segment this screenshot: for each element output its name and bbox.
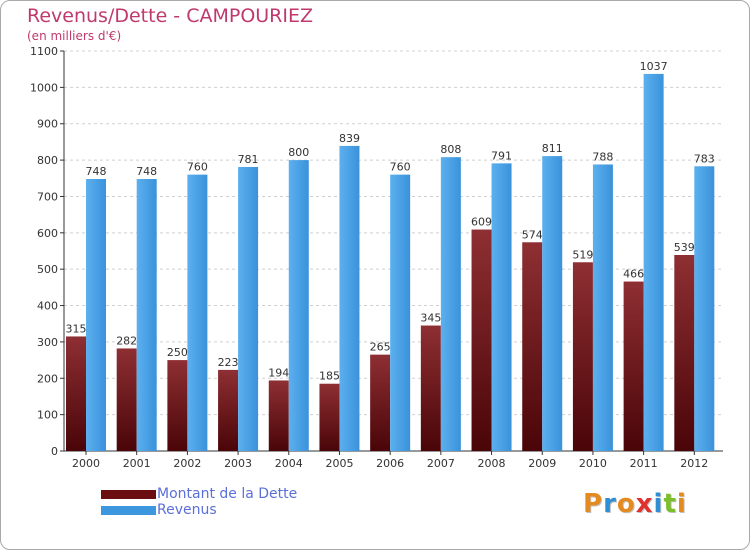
bar-dette bbox=[674, 255, 695, 451]
y-tick-label: 400 bbox=[37, 300, 58, 313]
logo-letter: r bbox=[603, 489, 617, 519]
bar-dette bbox=[167, 360, 188, 451]
legend-label-dette: Montant de la Dette bbox=[157, 486, 298, 502]
bar-revenus bbox=[238, 167, 259, 451]
bar-dette bbox=[218, 369, 239, 451]
chart-subtitle: (en milliers d'€) bbox=[27, 29, 122, 43]
data-label-dette: 282 bbox=[116, 334, 137, 347]
data-label-dette: 466 bbox=[623, 268, 644, 281]
data-label-revenus: 791 bbox=[491, 149, 512, 162]
x-tick-label: 2005 bbox=[325, 457, 353, 470]
logo-letter: o bbox=[616, 489, 636, 519]
data-label-dette: 265 bbox=[370, 341, 391, 354]
bar-revenus bbox=[288, 160, 309, 451]
bar-dette bbox=[116, 348, 137, 451]
data-label-dette: 315 bbox=[66, 322, 87, 335]
data-label-revenus: 808 bbox=[440, 143, 461, 156]
x-tick-label: 2001 bbox=[123, 457, 151, 470]
y-tick-label: 700 bbox=[37, 190, 58, 203]
legend-swatch-revenus bbox=[101, 506, 156, 515]
data-label-dette: 539 bbox=[674, 241, 695, 254]
data-label-dette: 345 bbox=[420, 312, 441, 325]
x-tick-label: 2003 bbox=[224, 457, 252, 470]
x-tick-label: 2006 bbox=[376, 457, 404, 470]
y-tick-label: 1000 bbox=[30, 81, 58, 94]
y-tick-label: 500 bbox=[37, 263, 58, 276]
bar-dette bbox=[572, 262, 593, 451]
bar-revenus bbox=[390, 174, 411, 452]
y-tick-label: 900 bbox=[37, 118, 58, 131]
x-tick-label: 2000 bbox=[72, 457, 100, 470]
bar-revenus bbox=[187, 174, 208, 452]
data-label-revenus: 748 bbox=[86, 165, 107, 178]
data-label-dette: 609 bbox=[471, 216, 492, 229]
y-tick-label: 1100 bbox=[30, 45, 58, 58]
x-tick-label: 2012 bbox=[680, 457, 708, 470]
x-tick-label: 2009 bbox=[528, 457, 556, 470]
bar-revenus bbox=[643, 73, 664, 451]
data-label-revenus: 788 bbox=[592, 150, 613, 163]
chart-title: Revenus/Dette - CAMPOURIEZ bbox=[27, 5, 314, 27]
data-label-revenus: 781 bbox=[238, 153, 259, 166]
bar-revenus bbox=[339, 145, 360, 451]
logo-letter: x bbox=[635, 489, 654, 519]
x-tick-label: 2004 bbox=[275, 457, 303, 470]
data-label-revenus: 760 bbox=[187, 161, 208, 174]
logo-letter: i bbox=[653, 489, 664, 519]
bar-revenus bbox=[440, 157, 461, 451]
data-label-revenus: 811 bbox=[542, 142, 563, 155]
legend-swatch-dette bbox=[101, 490, 156, 499]
data-label-revenus: 783 bbox=[694, 152, 715, 165]
y-tick-label: 300 bbox=[37, 336, 58, 349]
bar-dette bbox=[66, 336, 86, 451]
data-label-revenus: 1037 bbox=[640, 60, 668, 73]
y-tick-label: 0 bbox=[51, 445, 58, 458]
logo-letter: t bbox=[663, 489, 677, 519]
data-label-dette: 194 bbox=[268, 366, 289, 379]
bar-dette bbox=[623, 281, 644, 451]
data-label-revenus: 760 bbox=[390, 161, 411, 174]
data-label-dette: 574 bbox=[522, 228, 543, 241]
bar-dette bbox=[420, 325, 441, 451]
bar-dette bbox=[268, 380, 289, 451]
x-tick-label: 2007 bbox=[427, 457, 455, 470]
y-tick-label: 100 bbox=[37, 409, 58, 422]
bar-revenus bbox=[491, 163, 512, 451]
x-tick-label: 2008 bbox=[478, 457, 506, 470]
data-label-dette: 185 bbox=[319, 370, 340, 383]
bar-dette bbox=[522, 242, 543, 451]
legend-label-revenus: Revenus bbox=[157, 502, 217, 518]
x-tick-label: 2011 bbox=[630, 457, 658, 470]
data-label-revenus: 839 bbox=[339, 132, 360, 145]
bar-dette bbox=[319, 383, 340, 451]
data-label-revenus: 800 bbox=[288, 146, 309, 159]
data-label-revenus: 748 bbox=[136, 165, 157, 178]
y-tick-label: 800 bbox=[37, 154, 58, 167]
bar-revenus bbox=[592, 164, 613, 452]
bar-dette bbox=[370, 354, 391, 451]
bar-dette bbox=[471, 229, 492, 451]
data-label-dette: 223 bbox=[218, 356, 239, 369]
y-tick-label: 200 bbox=[37, 372, 58, 385]
data-label-dette: 519 bbox=[572, 248, 593, 261]
proxiti-logo: Proxiti bbox=[583, 489, 687, 519]
bar-revenus bbox=[136, 179, 157, 451]
x-tick-label: 2002 bbox=[173, 457, 201, 470]
logo-letter: i bbox=[676, 489, 687, 519]
bar-revenus bbox=[694, 166, 715, 452]
bar-revenus bbox=[542, 156, 563, 451]
bar-revenus bbox=[86, 179, 106, 451]
x-tick-label: 2010 bbox=[579, 457, 607, 470]
data-label-dette: 250 bbox=[167, 346, 188, 359]
logo-letter: P bbox=[583, 489, 604, 519]
y-tick-label: 600 bbox=[37, 227, 58, 240]
